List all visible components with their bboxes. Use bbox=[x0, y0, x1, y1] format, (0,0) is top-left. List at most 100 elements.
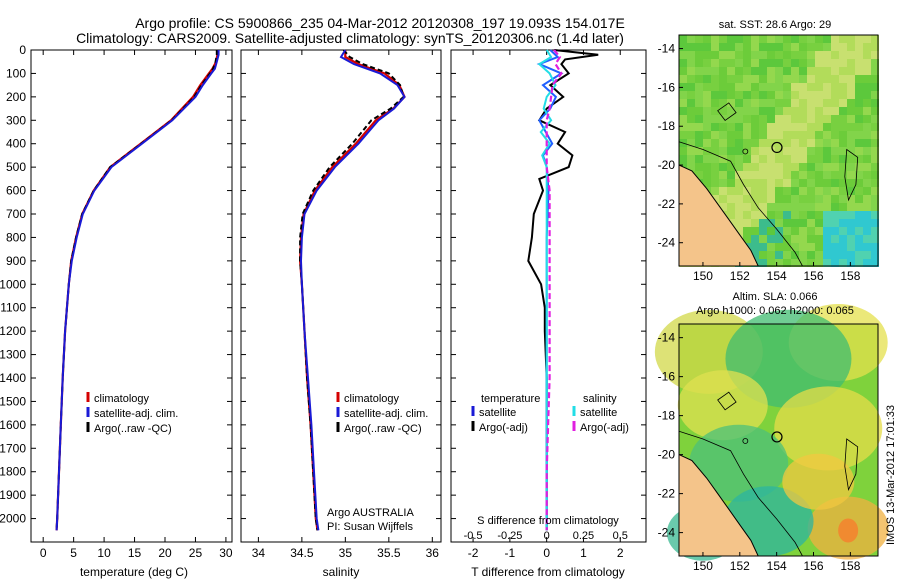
sst-map-cell bbox=[807, 123, 815, 131]
diff-s-legend-label: Argo(-adj) bbox=[580, 422, 629, 434]
sst-map-cell bbox=[791, 139, 799, 147]
sst-map-cell bbox=[711, 83, 719, 91]
sst-map-cell bbox=[735, 187, 743, 195]
sst-map-cell bbox=[815, 35, 823, 43]
sst-map-reef-outline bbox=[717, 102, 737, 121]
sst-map-cell bbox=[871, 91, 879, 99]
sst-map-cell bbox=[783, 91, 791, 99]
sst-map-cell bbox=[855, 195, 863, 203]
sst-map-cell bbox=[751, 59, 759, 67]
sst-map-cell bbox=[791, 211, 799, 219]
sst-map-cell bbox=[767, 115, 775, 123]
sst-map-cell bbox=[839, 91, 847, 99]
sst-map-cell bbox=[703, 115, 711, 123]
sst-map-cell bbox=[799, 51, 807, 59]
sst-map-cell bbox=[767, 51, 775, 59]
sst-map-cell bbox=[815, 83, 823, 91]
sst-map-cell bbox=[791, 99, 799, 107]
sst-map-cell bbox=[687, 147, 695, 155]
sst-map-cell bbox=[815, 203, 823, 211]
sst-map-cell bbox=[823, 211, 831, 219]
sst-map-cell bbox=[791, 59, 799, 67]
sla-map-island bbox=[742, 438, 749, 444]
sst-map-cell bbox=[855, 211, 863, 219]
sst-map-cell bbox=[711, 75, 719, 83]
sst-map-cell bbox=[815, 251, 823, 259]
sst-map-cell bbox=[695, 131, 703, 139]
difference-panel: -2 -1 0 1 2 -0.5 -0.25 0 0.25 0.5 satellite Argo(-a… bbox=[450, 49, 647, 560]
sst-map-cell bbox=[871, 107, 879, 115]
sla-map-ytick-label: -20 bbox=[658, 448, 676, 462]
sst-map-cell bbox=[807, 155, 815, 163]
sst-map-cell bbox=[855, 35, 863, 43]
sst-map-cell bbox=[791, 203, 799, 211]
sst-map-cell bbox=[719, 35, 727, 43]
sst-map-cell bbox=[703, 155, 711, 163]
sst-map-cell bbox=[791, 91, 799, 99]
sst-map-cell bbox=[815, 51, 823, 59]
sst-map-cell bbox=[847, 259, 855, 267]
sst-map-cell bbox=[823, 99, 831, 107]
sst-map-cell bbox=[727, 35, 735, 43]
sst-map-cell bbox=[711, 123, 719, 131]
sst-map-cell bbox=[783, 51, 791, 59]
sst-map-cell bbox=[711, 147, 719, 155]
sst-map-cell bbox=[695, 43, 703, 51]
sst-map-cell bbox=[727, 123, 735, 131]
temp-ytick-label: 0 bbox=[19, 43, 26, 57]
sla-map-ytick-label: -16 bbox=[658, 370, 676, 384]
sst-map-cell bbox=[775, 51, 783, 59]
sst-map-cell bbox=[743, 179, 751, 187]
sst-map-cell bbox=[679, 155, 687, 163]
sst-map-cell bbox=[751, 243, 759, 251]
sst-map-cell bbox=[839, 179, 847, 187]
sst-map-cell bbox=[775, 147, 783, 155]
sst-map-cell bbox=[695, 91, 703, 99]
sst-map-cell bbox=[727, 147, 735, 155]
temp-ytick-label: 500 bbox=[6, 160, 26, 174]
sst-map-cell bbox=[727, 139, 735, 147]
sst-map-cell bbox=[711, 91, 719, 99]
sst-map-cell bbox=[815, 243, 823, 251]
sst-map-cell bbox=[863, 163, 871, 171]
sst-map-cell bbox=[775, 115, 783, 123]
sst-map-cell bbox=[775, 99, 783, 107]
sst-map-cell bbox=[863, 123, 871, 131]
sst-map-cell bbox=[863, 195, 871, 203]
sst-map-cell bbox=[855, 99, 863, 107]
sst-map-cell bbox=[695, 115, 703, 123]
temp-ytick-label: 1300 bbox=[0, 348, 26, 362]
sst-map-cell bbox=[679, 131, 687, 139]
sal-xtick-label: 34.5 bbox=[290, 546, 314, 560]
sst-map-cell bbox=[831, 203, 839, 211]
sst-map-cell bbox=[759, 115, 767, 123]
sst-map-cell bbox=[799, 211, 807, 219]
sst-map-cell bbox=[743, 115, 751, 123]
sst-map-cell bbox=[871, 251, 879, 259]
sst-map-cell bbox=[791, 179, 799, 187]
sst-map-cell bbox=[855, 131, 863, 139]
sal-legend-label: satellite-adj. clim. bbox=[344, 408, 428, 420]
sst-map-cell bbox=[815, 219, 823, 227]
sla-map-isobath bbox=[678, 430, 803, 557]
sst-map-cell bbox=[711, 107, 719, 115]
sla-map-reef-outline bbox=[844, 438, 859, 492]
sst-map-cell bbox=[863, 251, 871, 259]
sst-map-cell bbox=[799, 123, 807, 131]
sst-map-cell bbox=[719, 179, 727, 187]
sst-map-cell bbox=[751, 163, 759, 171]
sst-map-cell bbox=[863, 35, 871, 43]
sst-map-cell bbox=[831, 35, 839, 43]
temp-legend-label: climatology bbox=[94, 393, 150, 405]
sst-map: 150 152 154 156 158 -14 -16 -18 -20 -22 -24 bbox=[658, 34, 879, 283]
sst-map-cell bbox=[807, 219, 815, 227]
sst-map-cell bbox=[679, 107, 687, 115]
sst-map-cell bbox=[783, 251, 791, 259]
sst-map-cell bbox=[831, 51, 839, 59]
sst-map-cell bbox=[751, 219, 759, 227]
sst-map-cell bbox=[871, 35, 879, 43]
sst-map-cell bbox=[871, 115, 879, 123]
sst-map-cell bbox=[759, 83, 767, 91]
sst-map-cell bbox=[775, 131, 783, 139]
sla-map-xtick-label: 154 bbox=[767, 559, 787, 573]
